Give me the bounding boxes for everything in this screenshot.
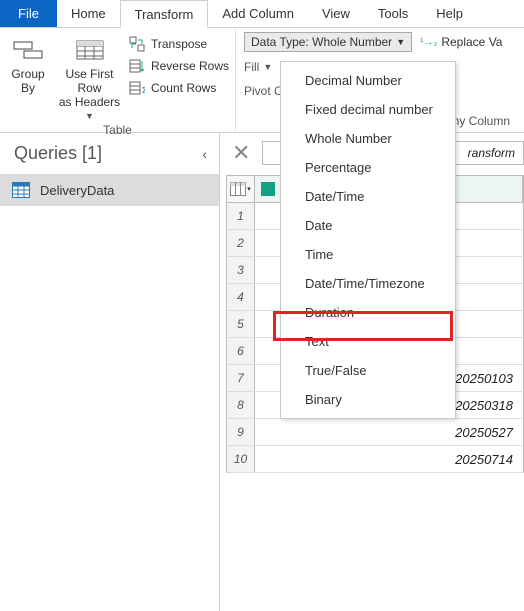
menu-home[interactable]: Home xyxy=(57,0,120,27)
data-type-label: Data Type: Whole Number xyxy=(251,35,392,49)
dd-time[interactable]: Time xyxy=(281,240,455,269)
dd-percentage[interactable]: Percentage xyxy=(281,153,455,182)
menu-tools[interactable]: Tools xyxy=(364,0,422,27)
column-type-icon xyxy=(261,182,275,196)
replace-values-icon: ¹→₂ xyxy=(420,37,437,48)
chevron-down-icon: ▼ xyxy=(263,62,272,72)
queries-title: Queries [1] xyxy=(14,143,102,164)
dd-text[interactable]: Text xyxy=(281,327,455,356)
count-rows-button[interactable]: Σ Count Rows xyxy=(129,80,229,96)
queries-pane: Queries [1] ‹ DeliveryData xyxy=(0,133,220,611)
table-row[interactable]: 920250527 xyxy=(226,419,524,446)
replace-values-button[interactable]: ¹→₂ Replace Va xyxy=(420,35,502,49)
use-first-row-label: Use First Rowas Headers xyxy=(58,68,121,109)
menu-help[interactable]: Help xyxy=(422,0,477,27)
dd-date-time-tz[interactable]: Date/Time/Timezone xyxy=(281,269,455,298)
data-type-menu: Decimal Number Fixed decimal number Whol… xyxy=(280,61,456,419)
fill-label: Fill xyxy=(244,60,259,74)
row-number: 1 xyxy=(227,203,255,229)
dd-duration[interactable]: Duration xyxy=(281,298,455,327)
transpose-icon xyxy=(129,36,145,52)
dd-binary[interactable]: Binary xyxy=(281,385,455,414)
menu-file[interactable]: File xyxy=(0,0,57,27)
chevron-down-icon: ▼ xyxy=(85,111,94,121)
use-first-row-button[interactable]: Use First Rowas Headers ▼ xyxy=(58,32,121,121)
chevron-down-icon: ▼ xyxy=(396,37,405,47)
row-number: 2 xyxy=(227,230,255,256)
table-icon xyxy=(12,182,30,198)
row-number: 4 xyxy=(227,284,255,310)
select-all-corner[interactable]: ▾ xyxy=(227,176,255,202)
query-item-label: DeliveryData xyxy=(40,183,114,198)
row-number: 7 xyxy=(227,365,255,391)
count-rows-label: Count Rows xyxy=(151,81,216,95)
formula-text: ransform xyxy=(468,146,515,160)
count-rows-icon: Σ xyxy=(129,80,145,96)
replace-values-label: Replace Va xyxy=(441,35,502,49)
dd-date[interactable]: Date xyxy=(281,211,455,240)
chevron-down-icon: ▾ xyxy=(247,185,251,193)
menu-transform[interactable]: Transform xyxy=(120,0,209,28)
dd-whole-number[interactable]: Whole Number xyxy=(281,124,455,153)
data-type-dropdown[interactable]: Data Type: Whole Number ▼ xyxy=(244,32,412,52)
table-small-buttons: Transpose Reverse Rows Σ Count Rows xyxy=(129,32,229,96)
row-number: 9 xyxy=(227,419,255,445)
reverse-rows-label: Reverse Rows xyxy=(151,59,229,73)
row-number: 10 xyxy=(227,446,255,472)
group-by-button[interactable]: GroupBy xyxy=(6,32,50,96)
group-by-label: GroupBy xyxy=(11,68,44,96)
reverse-rows-icon xyxy=(129,58,145,74)
group-by-icon xyxy=(12,36,44,64)
close-icon[interactable]: ✕ xyxy=(226,140,256,166)
row-number: 6 xyxy=(227,338,255,364)
ribbon-group-table: GroupBy Use First Rowas Headers ▼ Transp… xyxy=(0,28,236,132)
cell-value: 20250714 xyxy=(255,446,523,472)
dd-fixed-decimal[interactable]: Fixed decimal number xyxy=(281,95,455,124)
dd-true-false[interactable]: True/False xyxy=(281,356,455,385)
queries-header: Queries [1] ‹ xyxy=(0,133,219,174)
menu-bar: File Home Transform Add Column View Tool… xyxy=(0,0,524,28)
reverse-rows-button[interactable]: Reverse Rows xyxy=(129,58,229,74)
row-number: 3 xyxy=(227,257,255,283)
svg-text:Σ: Σ xyxy=(142,86,145,95)
cell-value: 20250527 xyxy=(255,419,523,445)
transpose-button[interactable]: Transpose xyxy=(129,36,229,52)
collapse-pane-icon[interactable]: ‹ xyxy=(202,146,207,162)
transpose-label: Transpose xyxy=(151,37,207,51)
menu-add-column[interactable]: Add Column xyxy=(208,0,308,27)
row-number: 5 xyxy=(227,311,255,337)
dd-decimal-number[interactable]: Decimal Number xyxy=(281,66,455,95)
menu-view[interactable]: View xyxy=(308,0,364,27)
dd-date-time[interactable]: Date/Time xyxy=(281,182,455,211)
table-row[interactable]: 1020250714 xyxy=(226,446,524,473)
query-item-deliverydata[interactable]: DeliveryData xyxy=(0,174,219,206)
use-first-row-icon xyxy=(74,36,106,64)
row-number: 8 xyxy=(227,392,255,418)
